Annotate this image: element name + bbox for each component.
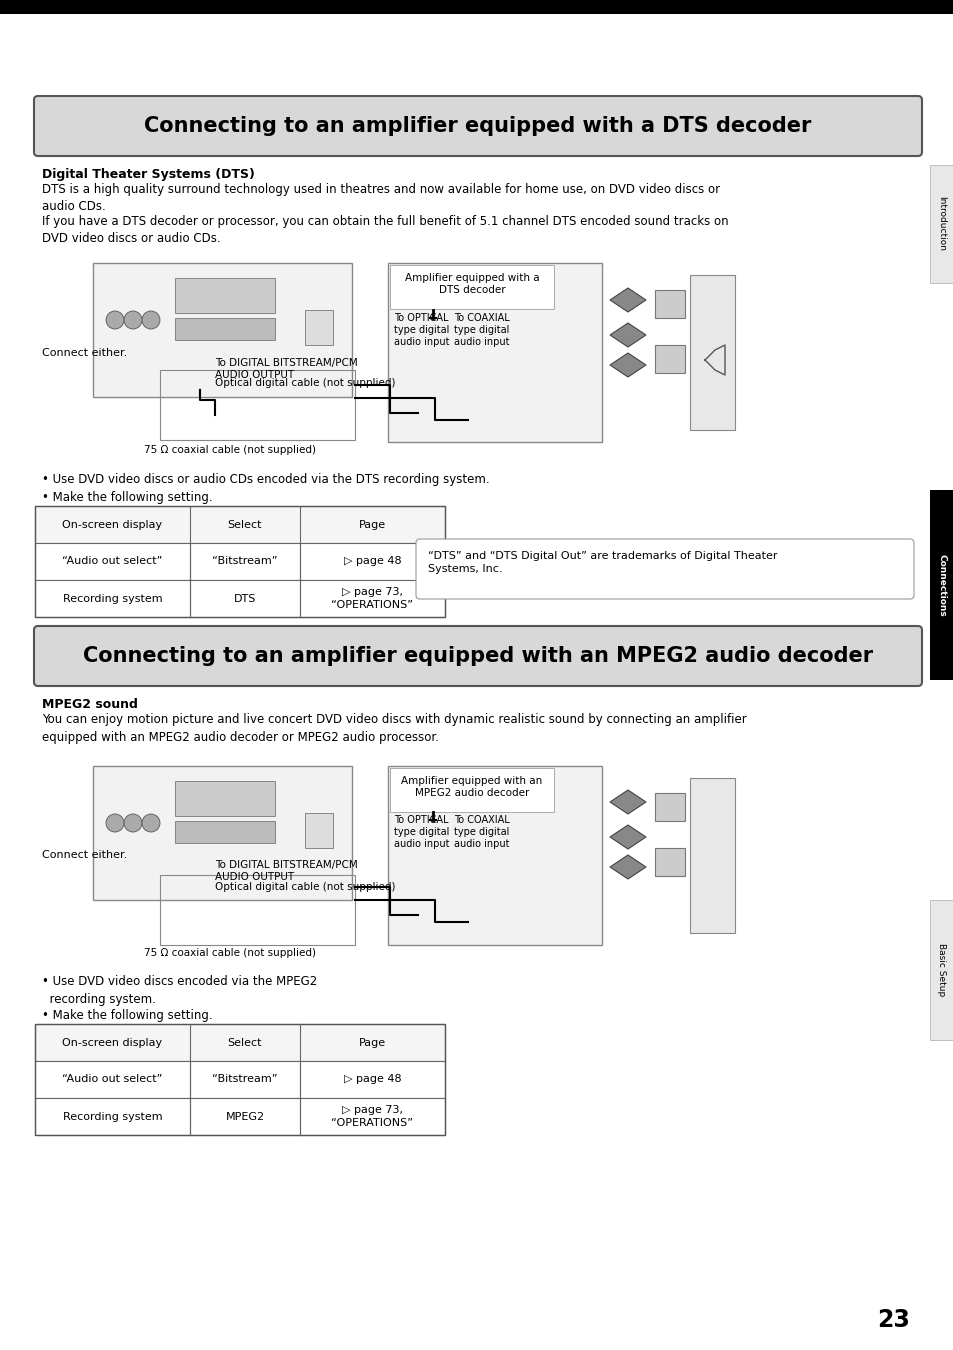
FancyBboxPatch shape xyxy=(390,265,554,309)
Text: Digital Theater Systems (DTS): Digital Theater Systems (DTS) xyxy=(42,167,254,181)
Text: Page: Page xyxy=(358,520,386,529)
Text: Select: Select xyxy=(228,1038,262,1048)
Polygon shape xyxy=(609,352,645,377)
Text: Recording system: Recording system xyxy=(63,594,162,603)
Text: MPEG2: MPEG2 xyxy=(225,1111,264,1122)
Text: 75 Ω coaxial cable (not supplied): 75 Ω coaxial cable (not supplied) xyxy=(144,948,315,958)
Bar xyxy=(174,319,274,340)
Text: “DTS” and “DTS Digital Out” are trademarks of Digital Theater
Systems, Inc.: “DTS” and “DTS Digital Out” are trademar… xyxy=(428,551,777,574)
Text: Page: Page xyxy=(358,1038,386,1048)
Bar xyxy=(35,1061,444,1098)
Text: MPEG2 sound: MPEG2 sound xyxy=(42,698,138,711)
Bar xyxy=(655,290,684,319)
Text: To DIGITAL BITSTREAM/PCM
AUDIO OUTPUT: To DIGITAL BITSTREAM/PCM AUDIO OUTPUT xyxy=(214,860,357,883)
FancyBboxPatch shape xyxy=(390,768,554,811)
Bar xyxy=(160,875,355,945)
Bar xyxy=(929,900,953,1040)
Polygon shape xyxy=(609,825,645,849)
Bar xyxy=(655,792,684,821)
FancyBboxPatch shape xyxy=(416,539,913,599)
Bar xyxy=(305,813,333,848)
Circle shape xyxy=(106,310,124,329)
Text: To DIGITAL BITSTREAM/PCM
AUDIO OUTPUT: To DIGITAL BITSTREAM/PCM AUDIO OUTPUT xyxy=(214,358,357,381)
Circle shape xyxy=(142,310,160,329)
Text: To COAXIAL
type digital
audio input: To COAXIAL type digital audio input xyxy=(454,313,509,347)
Polygon shape xyxy=(609,288,645,312)
Text: “Audio out select”: “Audio out select” xyxy=(62,556,163,567)
Polygon shape xyxy=(609,790,645,814)
Bar xyxy=(35,580,444,617)
Bar xyxy=(35,506,444,543)
FancyBboxPatch shape xyxy=(34,96,921,157)
Bar xyxy=(655,346,684,373)
Text: ▷ page 48: ▷ page 48 xyxy=(343,1075,401,1084)
Bar xyxy=(174,278,274,313)
Text: DTS is a high quality surround technology used in theatres and now available for: DTS is a high quality surround technolog… xyxy=(42,184,720,213)
Bar xyxy=(174,782,274,815)
Text: Introduction: Introduction xyxy=(937,197,945,251)
Text: Connections: Connections xyxy=(937,554,945,617)
Bar xyxy=(35,1098,444,1135)
Text: 23: 23 xyxy=(877,1308,909,1332)
Text: • Make the following setting.: • Make the following setting. xyxy=(42,491,213,504)
FancyBboxPatch shape xyxy=(388,765,601,945)
Text: Connect either.: Connect either. xyxy=(42,348,127,358)
Text: “Bitstream”: “Bitstream” xyxy=(212,556,277,567)
Text: “Audio out select”: “Audio out select” xyxy=(62,1075,163,1084)
Text: To COAXIAL
type digital
audio input: To COAXIAL type digital audio input xyxy=(454,815,509,849)
Bar xyxy=(160,370,355,440)
Bar xyxy=(689,275,734,431)
Text: Connecting to an amplifier equipped with an MPEG2 audio decoder: Connecting to an amplifier equipped with… xyxy=(83,647,872,666)
Polygon shape xyxy=(609,855,645,879)
FancyBboxPatch shape xyxy=(34,626,921,686)
Circle shape xyxy=(142,814,160,832)
Bar xyxy=(0,0,953,14)
Text: Optical digital cable (not supplied): Optical digital cable (not supplied) xyxy=(214,378,395,387)
Text: On-screen display: On-screen display xyxy=(62,1038,162,1048)
Text: To OPTICAL
type digital
audio input: To OPTICAL type digital audio input xyxy=(394,313,449,347)
Text: On-screen display: On-screen display xyxy=(62,520,162,529)
Circle shape xyxy=(124,310,142,329)
Text: Basic Setup: Basic Setup xyxy=(937,944,945,996)
Text: • Make the following setting.: • Make the following setting. xyxy=(42,1008,213,1022)
Bar xyxy=(929,490,953,680)
Text: ▷ page 48: ▷ page 48 xyxy=(343,556,401,567)
Text: If you have a DTS decoder or processor, you can obtain the full benefit of 5.1 c: If you have a DTS decoder or processor, … xyxy=(42,215,728,246)
Circle shape xyxy=(124,814,142,832)
Text: You can enjoy motion picture and live concert DVD video discs with dynamic reali: You can enjoy motion picture and live co… xyxy=(42,713,746,744)
Text: • Use DVD video discs encoded via the MPEG2
  recording system.: • Use DVD video discs encoded via the MP… xyxy=(42,975,317,1006)
Bar xyxy=(35,1025,444,1061)
Text: • Use DVD video discs or audio CDs encoded via the DTS recording system.: • Use DVD video discs or audio CDs encod… xyxy=(42,472,489,486)
Text: Connecting to an amplifier equipped with a DTS decoder: Connecting to an amplifier equipped with… xyxy=(144,116,811,136)
Text: Amplifier equipped with a
DTS decoder: Amplifier equipped with a DTS decoder xyxy=(404,273,538,296)
Bar xyxy=(35,506,444,617)
Bar xyxy=(305,310,333,346)
Text: Amplifier equipped with an
MPEG2 audio decoder: Amplifier equipped with an MPEG2 audio d… xyxy=(401,776,542,798)
Bar xyxy=(689,778,734,933)
Text: ▷ page 73,
“OPERATIONS”: ▷ page 73, “OPERATIONS” xyxy=(331,587,413,610)
FancyBboxPatch shape xyxy=(388,263,601,441)
Circle shape xyxy=(106,814,124,832)
FancyBboxPatch shape xyxy=(92,765,352,900)
Text: ▷ page 73,
“OPERATIONS”: ▷ page 73, “OPERATIONS” xyxy=(331,1106,413,1127)
Text: To OPTICAL
type digital
audio input: To OPTICAL type digital audio input xyxy=(394,815,449,849)
Text: Select: Select xyxy=(228,520,262,529)
FancyBboxPatch shape xyxy=(92,263,352,397)
Text: “Bitstream”: “Bitstream” xyxy=(212,1075,277,1084)
Text: Recording system: Recording system xyxy=(63,1111,162,1122)
Text: Optical digital cable (not supplied): Optical digital cable (not supplied) xyxy=(214,882,395,892)
Text: DTS: DTS xyxy=(233,594,256,603)
Bar xyxy=(655,848,684,876)
Polygon shape xyxy=(609,323,645,347)
Text: 75 Ω coaxial cable (not supplied): 75 Ω coaxial cable (not supplied) xyxy=(144,446,315,455)
Bar xyxy=(35,543,444,580)
Bar xyxy=(35,1025,444,1135)
Bar xyxy=(929,165,953,284)
Bar xyxy=(174,821,274,842)
Text: Connect either.: Connect either. xyxy=(42,850,127,860)
